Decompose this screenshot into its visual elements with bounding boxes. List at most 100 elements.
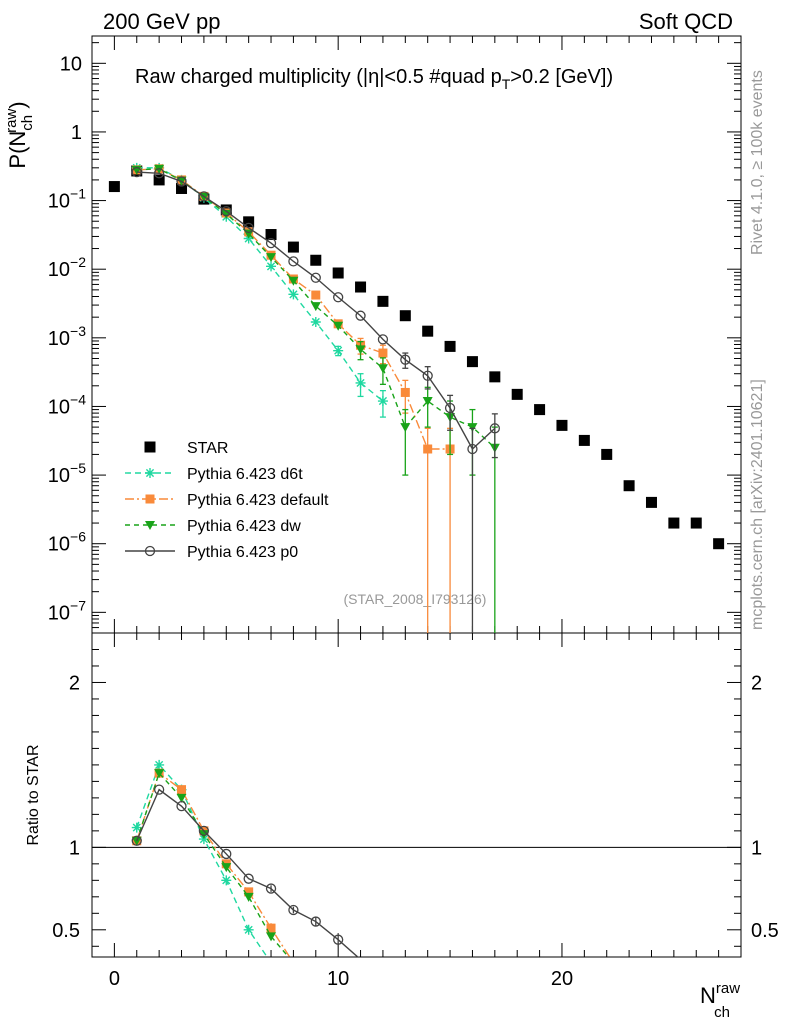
x-tick-label: 0: [109, 968, 120, 990]
main-y-label-p: P(N: [5, 131, 30, 169]
ratio-point: [198, 830, 209, 840]
plot-title-eta: η: [368, 66, 379, 88]
main-y-label-sup: raw: [3, 109, 20, 133]
analysis-watermark: (STAR_2008_I793126): [344, 591, 487, 607]
data-point: [377, 396, 388, 407]
ratio-point: [333, 934, 344, 945]
data-point: [198, 191, 210, 202]
data-point: [153, 168, 165, 179]
ratio-point: [266, 932, 277, 942]
ratio-point: [288, 904, 299, 916]
ratio-point: [243, 924, 254, 935]
data-point: [266, 253, 277, 263]
data-point: [176, 176, 187, 187]
ratio-series-pythia-6-423-dw: [131, 769, 290, 957]
ratio-point: [177, 785, 187, 795]
data-point: [400, 387, 410, 397]
legend-entry: STAR: [144, 440, 228, 457]
data-point: [243, 222, 254, 234]
series-pythia-6-423-p0: [131, 166, 500, 633]
data-point: [378, 348, 388, 358]
series-line: [136, 171, 496, 451]
ratio-point: [221, 875, 232, 886]
ratio-point: [154, 769, 165, 779]
ratio-y-tick-label-right: 1: [751, 837, 762, 859]
y-tick-label: 10−6: [48, 529, 86, 556]
x-axis-label: Nraw ch: [700, 980, 740, 1021]
ratio-point: [176, 800, 187, 812]
data-point: [690, 517, 702, 529]
legend-marker: [144, 545, 156, 557]
ratio-point: [198, 825, 210, 837]
ratio-point: [131, 835, 142, 846]
ratio-point: [221, 848, 232, 860]
data-point: [243, 216, 255, 228]
ratio-series-pythia-6-423-d6t: [131, 759, 268, 957]
plot-title-sub: T: [502, 76, 511, 92]
data-point: [422, 397, 433, 407]
data-point: [265, 237, 277, 249]
data-point: [400, 423, 411, 433]
ratio-point: [265, 883, 277, 894]
data-point: [310, 254, 322, 266]
legend-marker: [144, 441, 156, 453]
series-pythia-6-423-dw: [131, 164, 500, 633]
legend-entry: Pythia 6.423 d6t: [125, 466, 303, 483]
data-point: [668, 517, 680, 529]
data-point: [377, 295, 389, 307]
ratio-line: [136, 788, 359, 957]
ratio-series-pythia-6-423-p0: [131, 784, 359, 957]
data-point: [333, 292, 344, 303]
plot-title: Raw charged multiplicity (|η|<0.5 #quad …: [135, 66, 613, 92]
data-point: [489, 371, 501, 383]
data-point: [623, 480, 635, 492]
legend-marker: [145, 468, 155, 478]
y-tick-label: 1: [71, 122, 82, 144]
data-point: [332, 267, 344, 279]
legend-label: Pythia 6.423 p0: [187, 544, 298, 561]
data-point: [467, 423, 478, 433]
y-tick-label: 10−3: [48, 323, 86, 350]
x-axis-label-sup: raw: [716, 980, 740, 997]
ratio-point: [243, 873, 254, 884]
ratio-point: [221, 863, 232, 873]
ratio-point: [176, 793, 187, 803]
ratio-y-tick-label-right: 0.5: [751, 920, 779, 942]
ratio-point: [266, 923, 276, 933]
collision-label: 200 GeV pp: [103, 9, 220, 34]
main-y-axis: 10 1 10−1 10−2 10−3 10−4 10−5 10−6 10−7: [48, 42, 741, 634]
data-point: [466, 356, 478, 368]
ratio-y-tick-label: 0.5: [52, 920, 80, 942]
y-tick-label: 10−4: [48, 391, 86, 418]
ratio-point: [131, 836, 142, 846]
data-point: [489, 423, 500, 434]
category-label: Soft QCD: [639, 9, 733, 34]
data-point: [153, 174, 165, 186]
data-point: [131, 166, 142, 178]
ratio-point: [244, 887, 254, 897]
plot-title-bar: |: [363, 66, 368, 88]
data-point: [377, 364, 388, 374]
data-point: [578, 434, 590, 446]
data-point: [355, 377, 366, 388]
data-point: [511, 388, 523, 400]
data-point: [444, 402, 456, 414]
data-point: [221, 209, 232, 219]
data-point: [288, 256, 299, 267]
data-point: [333, 345, 344, 356]
ratio-y-label: Ratio to STAR: [25, 744, 42, 845]
data-point: [601, 448, 613, 460]
legend-label: STAR: [187, 440, 228, 457]
ratio-point: [310, 916, 321, 927]
data-point: [399, 310, 411, 322]
y-tick-label: 10: [60, 53, 82, 75]
data-point: [422, 370, 433, 381]
data-point: [422, 325, 434, 337]
ratio-y-axis: 0.5 0.5 1 1 2 2: [52, 648, 779, 947]
data-point: [355, 345, 366, 355]
series-line: [136, 168, 451, 450]
plot-title-mid: |<0.5 #quad p: [379, 66, 502, 88]
x-axis-label-n: N: [700, 983, 716, 1008]
data-point: [467, 443, 478, 455]
ratio-point: [131, 822, 142, 833]
